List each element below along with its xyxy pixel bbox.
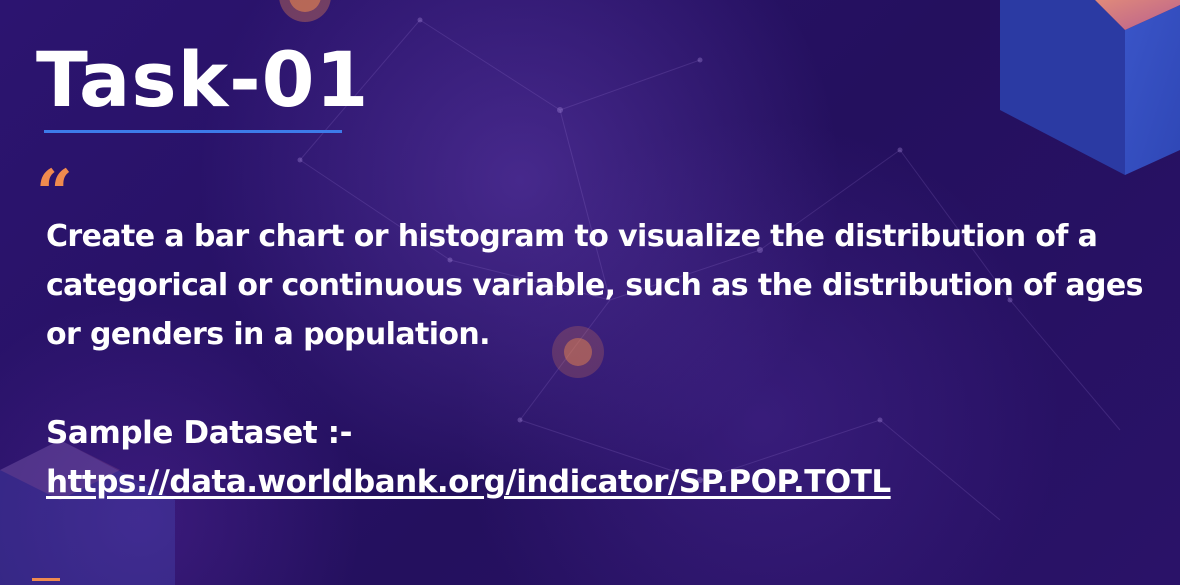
task-description: Create a bar chart or histogram to visua… — [46, 219, 1143, 352]
cube-decoration-bottom-left — [0, 440, 175, 585]
cube-decoration-top-right — [1000, 0, 1180, 175]
bottom-accent-line — [32, 578, 60, 581]
dataset-label: Sample Dataset :- — [46, 415, 353, 451]
glow-orb-middle — [552, 326, 604, 378]
quote-icon: “ — [36, 156, 73, 231]
dataset-link[interactable]: https://data.worldbank.org/indicator/SP.… — [46, 464, 891, 500]
title-underline — [44, 130, 342, 133]
slide-title: Task-01 — [36, 35, 370, 124]
